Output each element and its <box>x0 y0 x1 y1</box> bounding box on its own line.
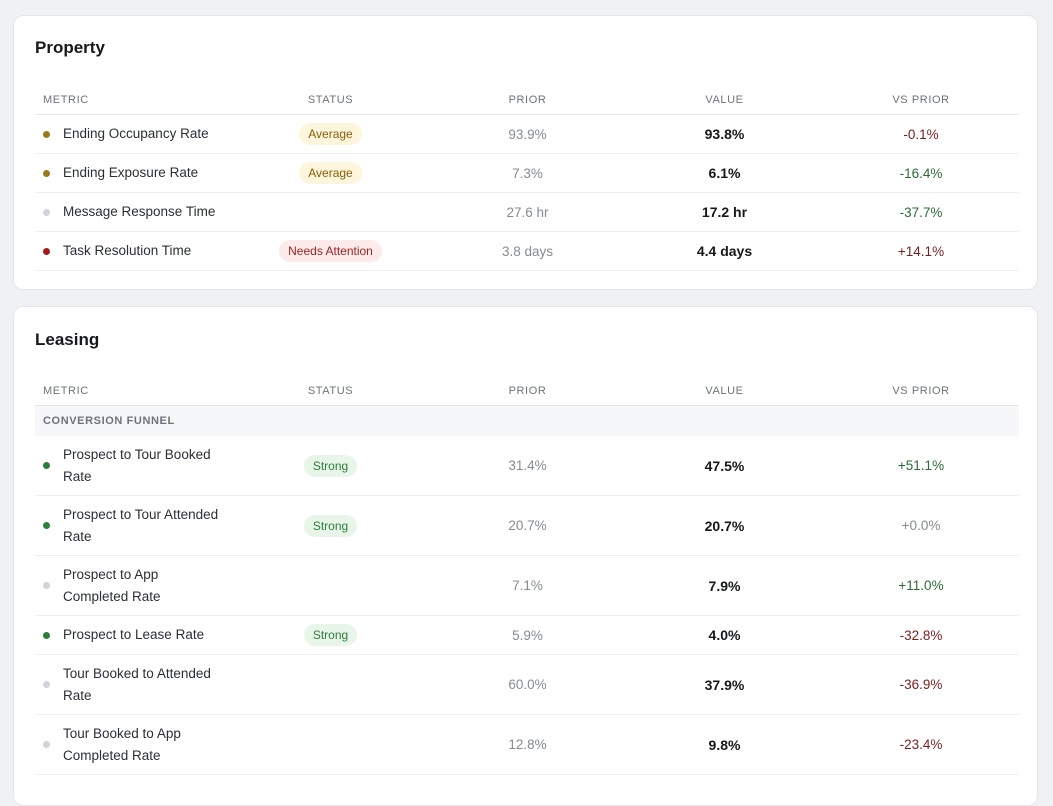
metric-name: Prospect to Tour Attended Rate <box>63 507 219 544</box>
table-row[interactable]: Ending Occupancy Rate Average 93.9% 93.8… <box>35 114 1019 154</box>
metric-name: Tour Booked to Attended Rate <box>63 666 211 703</box>
status-empty <box>232 192 429 232</box>
current-value: 7.9% <box>626 555 823 616</box>
prior-value: 12.8% <box>429 714 626 775</box>
current-value: 47.5% <box>626 436 823 496</box>
status-dot-icon <box>43 462 50 469</box>
table-row[interactable]: Ending Exposure Rate Average 7.3% 6.1% -… <box>35 153 1019 193</box>
metric-name: Ending Exposure Rate <box>63 165 199 181</box>
current-value: 4.0% <box>626 615 823 655</box>
metric-name: Prospect to App Completed Rate <box>63 567 161 604</box>
status-dot-icon <box>43 247 50 255</box>
metric-name: Ending Occupancy Rate <box>63 126 209 142</box>
leasing-table: METRIC STATUS PRIOR VALUE VS PRIOR CONVE… <box>35 377 1019 775</box>
header-vs-prior[interactable]: VS PRIOR <box>823 377 1019 406</box>
header-prior[interactable]: PRIOR <box>429 377 626 406</box>
metric-name: Task Resolution Time <box>63 243 192 259</box>
prior-value: 7.3% <box>429 153 626 193</box>
status-badge: Average <box>299 123 362 145</box>
prior-value: 31.4% <box>429 436 626 496</box>
prior-value: 20.7% <box>429 495 626 556</box>
status-badge: Needs Attention <box>279 240 382 262</box>
metric-name: Prospect to Tour Booked Rate <box>63 447 211 484</box>
prior-value: 93.9% <box>429 114 626 154</box>
leasing-header-row: METRIC STATUS PRIOR VALUE VS PRIOR <box>35 377 1019 406</box>
status-badge: Strong <box>303 514 358 537</box>
current-value: 17.2 hr <box>626 192 823 232</box>
metric-name: Message Response Time <box>63 204 216 220</box>
prior-value: 3.8 days <box>429 231 626 271</box>
table-row[interactable]: Message Response Time 27.6 hr 17.2 hr -3… <box>35 192 1019 232</box>
metric-name: Prospect to Lease Rate <box>63 627 205 643</box>
table-row[interactable]: Prospect to Lease Rate Strong 5.9% 4.0% … <box>35 615 1019 655</box>
status-badge: Average <box>299 162 362 184</box>
table-row[interactable]: Tour Booked to Attended Rate 60.0% 37.9%… <box>35 654 1019 715</box>
header-status[interactable]: STATUS <box>232 86 429 115</box>
status-dot-icon <box>43 582 50 589</box>
status-empty <box>232 714 429 775</box>
vs-prior-value: -36.9% <box>823 654 1019 715</box>
status-dot-icon <box>43 522 50 529</box>
property-card: Property METRIC STATUS PRIOR VALUE VS PR… <box>13 15 1038 290</box>
table-row[interactable]: Prospect to Tour Booked Rate Strong 31.4… <box>35 436 1019 496</box>
header-metric[interactable]: METRIC <box>35 86 232 115</box>
header-value[interactable]: VALUE <box>626 86 823 115</box>
property-header-row: METRIC STATUS PRIOR VALUE VS PRIOR <box>35 86 1019 115</box>
header-vs-prior[interactable]: VS PRIOR <box>823 86 1019 115</box>
vs-prior-value: +11.0% <box>823 555 1019 616</box>
vs-prior-value: -32.8% <box>823 615 1019 655</box>
vs-prior-value: -23.4% <box>823 714 1019 775</box>
table-row[interactable]: Prospect to Tour Attended Rate Strong 20… <box>35 495 1019 556</box>
status-dot-icon <box>43 741 50 748</box>
header-status[interactable]: STATUS <box>232 377 429 406</box>
table-row[interactable]: Tour Booked to App Completed Rate 12.8% … <box>35 714 1019 775</box>
vs-prior-value: -16.4% <box>823 153 1019 193</box>
header-prior[interactable]: PRIOR <box>429 86 626 115</box>
prior-value: 7.1% <box>429 555 626 616</box>
leasing-title: Leasing <box>35 330 100 349</box>
status-dot-icon <box>43 631 50 639</box>
status-dot-icon <box>43 130 50 138</box>
vs-prior-value: +0.0% <box>823 495 1019 556</box>
current-value: 37.9% <box>626 654 823 715</box>
prior-value: 60.0% <box>429 654 626 715</box>
vs-prior-value: -37.7% <box>823 192 1019 232</box>
current-value: 9.8% <box>626 714 823 775</box>
section-label-conversion-funnel: CONVERSION FUNNEL <box>35 405 1019 436</box>
status-badge: Strong <box>303 624 358 646</box>
leasing-card: Leasing METRIC STATUS PRIOR VALUE VS PRI… <box>13 306 1038 806</box>
prior-value: 27.6 hr <box>429 192 626 232</box>
status-dot-icon <box>43 208 50 216</box>
status-dot-icon <box>43 169 50 177</box>
property-title: Property <box>35 38 105 57</box>
header-metric[interactable]: METRIC <box>35 377 232 406</box>
prior-value: 5.9% <box>429 615 626 655</box>
section-row: CONVERSION FUNNEL <box>35 405 1019 436</box>
property-table: METRIC STATUS PRIOR VALUE VS PRIOR Endin… <box>35 86 1019 271</box>
status-dot-icon <box>43 681 50 688</box>
metric-name: Tour Booked to App Completed Rate <box>63 726 181 763</box>
current-value: 20.7% <box>626 495 823 556</box>
vs-prior-value: -0.1% <box>823 114 1019 154</box>
current-value: 4.4 days <box>626 231 823 271</box>
table-row[interactable]: Prospect to App Completed Rate 7.1% 7.9%… <box>35 555 1019 616</box>
status-badge: Strong <box>303 454 358 477</box>
table-row[interactable]: Task Resolution Time Needs Attention 3.8… <box>35 231 1019 271</box>
status-empty <box>232 654 429 715</box>
current-value: 6.1% <box>626 153 823 193</box>
status-empty <box>232 555 429 616</box>
vs-prior-value: +51.1% <box>823 436 1019 496</box>
header-value[interactable]: VALUE <box>626 377 823 406</box>
current-value: 93.8% <box>626 114 823 154</box>
vs-prior-value: +14.1% <box>823 231 1019 271</box>
